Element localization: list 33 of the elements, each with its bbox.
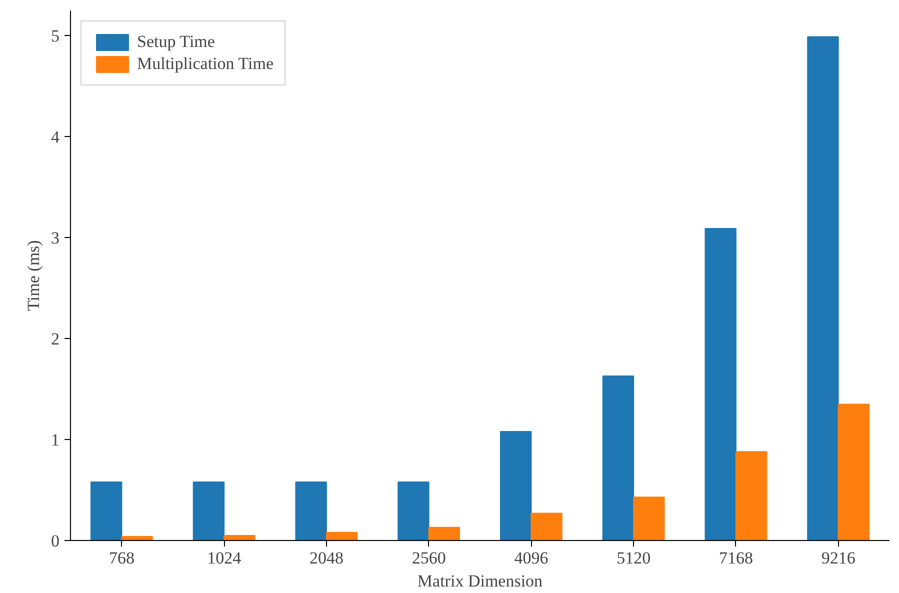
y-axis-title: Time (ms) (24, 240, 43, 311)
x-axis-title: Matrix Dimension (417, 572, 544, 590)
bar (807, 36, 839, 540)
bar (192, 481, 225, 540)
legend-label: Multiplication Time (137, 54, 274, 74)
x-tick-label: 4096 (514, 548, 548, 568)
bar (602, 375, 634, 540)
x-tick-label: 2560 (412, 548, 446, 568)
bar (90, 481, 122, 540)
bar (500, 430, 532, 540)
y-tick-label: 2 (51, 330, 60, 349)
x-tick-label: 2048 (309, 548, 344, 568)
y-tick-label: 5 (51, 26, 60, 46)
bar (633, 496, 665, 540)
bar (295, 481, 327, 540)
y-tick-label: 3 (51, 228, 60, 248)
x-tick-label: 9216 (821, 548, 856, 568)
legend-label: Setup Time (137, 32, 215, 52)
x-tick-label: 7168 (718, 548, 753, 568)
bar (735, 451, 768, 540)
bar (224, 534, 256, 540)
y-tick-label: 0 (51, 532, 60, 550)
bar (530, 512, 562, 540)
y-tick-label: 4 (51, 128, 60, 147)
bar (398, 481, 430, 540)
x-tick-label: 768 (108, 548, 134, 568)
bar (704, 228, 736, 540)
bar (838, 404, 870, 540)
x-tick-label: 5120 (616, 548, 651, 568)
bar (326, 532, 358, 540)
y-tick-label: 1 (51, 430, 60, 450)
bar (428, 526, 460, 540)
x-tick-label: 1024 (207, 548, 242, 568)
